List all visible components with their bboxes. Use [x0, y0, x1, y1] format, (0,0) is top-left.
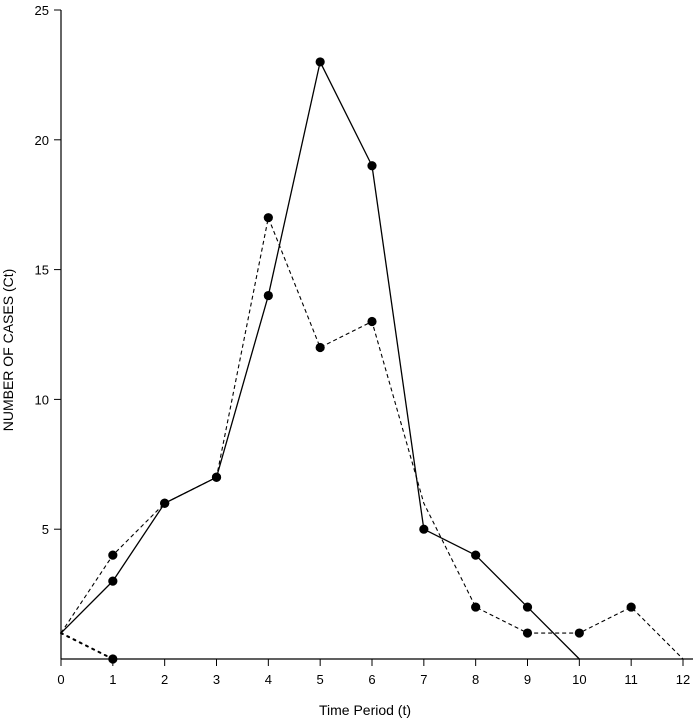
data-point-solid: [522, 602, 533, 612]
y-tick-label: 5: [42, 522, 49, 537]
x-tick-label: 0: [57, 672, 64, 687]
data-point-dashed: [315, 342, 325, 353]
data-point-dashed: [160, 498, 170, 508]
data-point-dashed: [211, 472, 222, 482]
x-tick-label: 12: [676, 672, 690, 687]
x-tick-label: 6: [368, 672, 375, 687]
data-point-dashed: [471, 602, 481, 612]
series-line-dotted: [60, 632, 114, 660]
y-tick-label: 25: [35, 3, 49, 18]
y-axis-title: NUMBER OF CASES (Ct): [0, 269, 16, 432]
y-tick-label: 15: [35, 263, 49, 278]
x-tick-label: 8: [472, 672, 479, 687]
x-tick-label: 10: [572, 672, 586, 687]
data-point-solid: [108, 576, 118, 586]
data-point-dashed: [626, 602, 636, 612]
series-layer: [60, 61, 684, 660]
x-tick-label: 5: [317, 672, 324, 687]
x-tick-label: 7: [420, 672, 427, 687]
data-point-dashed: [263, 213, 273, 223]
data-point-solid: [315, 57, 325, 67]
y-tick-label: 20: [35, 133, 49, 148]
series-line-dashed: [60, 217, 684, 660]
data-point-solid: [367, 161, 377, 171]
data-point-solid: [419, 524, 429, 534]
y-tick-label: 10: [35, 392, 49, 407]
x-tick-label: 4: [265, 672, 272, 687]
data-point-dotted: [108, 654, 118, 664]
x-tick-label: 2: [161, 672, 168, 687]
x-tick-label: 1: [109, 672, 116, 687]
data-point-dashed: [574, 628, 584, 638]
data-point-solid: [263, 290, 273, 301]
x-tick-label: 11: [624, 672, 638, 687]
series-line-solid: [60, 61, 580, 660]
x-tick-label: 9: [524, 672, 531, 687]
x-tick-label: 3: [213, 672, 220, 687]
data-point-solid: [471, 550, 481, 560]
data-point-dashed: [522, 628, 533, 638]
marker-layer: [108, 57, 636, 664]
data-point-dashed: [367, 316, 377, 327]
x-axis-title: Time Period (t): [319, 702, 411, 718]
data-point-dashed: [108, 550, 118, 560]
